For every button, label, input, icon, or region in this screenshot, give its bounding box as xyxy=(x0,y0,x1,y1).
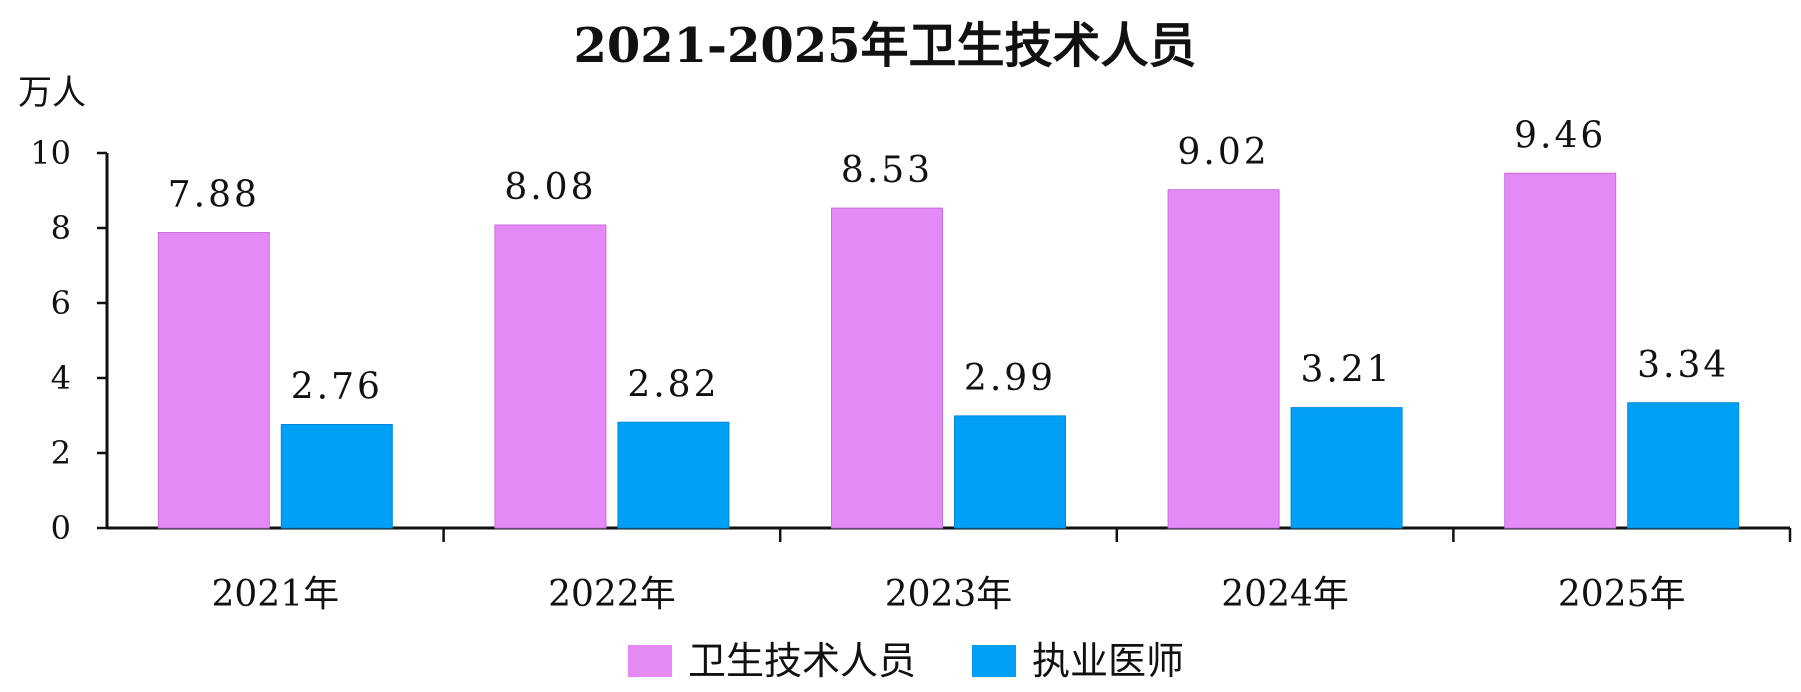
bar-practicing-physicians xyxy=(1290,407,1403,529)
bar-health-technicians xyxy=(831,207,943,529)
y-axis-unit-label: 万人 xyxy=(18,73,86,113)
bar-health-technicians xyxy=(494,224,607,529)
bar-practicing-physicians xyxy=(954,415,1066,529)
x-category-label: 2025年 xyxy=(1558,574,1686,615)
data-label: 9.46 xyxy=(1514,115,1606,156)
bar-health-technicians xyxy=(1167,189,1280,529)
bar-practicing-physicians xyxy=(1627,402,1740,529)
x-axis-labels: 2021年 2022年 2023年 2024年 2025年 xyxy=(211,574,1685,615)
data-labels: 7.88 2.76 8.08 2.82 8.53 2.99 9.02 3.21 9.46 3.34 xyxy=(168,115,1729,408)
bars xyxy=(157,172,1740,529)
chart-title: 2021-2025年卫生技术人员 xyxy=(573,18,1196,74)
data-label: 2.99 xyxy=(964,358,1056,399)
bar-practicing-physicians xyxy=(280,424,393,529)
data-label: 2.82 xyxy=(627,364,719,405)
data-label: 9.02 xyxy=(1178,132,1270,173)
bar-health-technicians xyxy=(157,232,270,529)
y-tick-label: 10 xyxy=(30,134,71,172)
y-tick-label: 8 xyxy=(51,209,71,247)
data-label: 2.76 xyxy=(291,367,383,408)
x-category-label: 2024年 xyxy=(1221,574,1349,615)
legend-label: 执业医师 xyxy=(1032,639,1184,683)
y-axis-tick-labels: 0 2 4 6 8 10 xyxy=(30,134,71,547)
data-label: 3.21 xyxy=(1301,350,1393,391)
data-label: 3.34 xyxy=(1637,345,1729,386)
y-tick-label: 6 xyxy=(51,284,71,322)
legend-label: 卫生技术人员 xyxy=(688,639,916,683)
bar-health-technicians xyxy=(1504,172,1617,529)
data-label: 8.53 xyxy=(841,150,933,191)
legend-swatch xyxy=(972,645,1016,677)
bar-practicing-physicians xyxy=(617,421,730,529)
y-tick-label: 4 xyxy=(51,359,71,397)
legend-swatch xyxy=(628,645,672,677)
y-tick-label: 0 xyxy=(51,509,71,547)
x-category-label: 2023年 xyxy=(885,574,1013,615)
data-label: 7.88 xyxy=(168,175,260,216)
y-tick-label: 2 xyxy=(51,434,71,472)
x-category-label: 2022年 xyxy=(548,574,676,615)
legend: 卫生技术人员 执业医师 xyxy=(628,639,1184,683)
data-label: 8.08 xyxy=(504,167,596,208)
x-category-label: 2021年 xyxy=(211,574,339,615)
